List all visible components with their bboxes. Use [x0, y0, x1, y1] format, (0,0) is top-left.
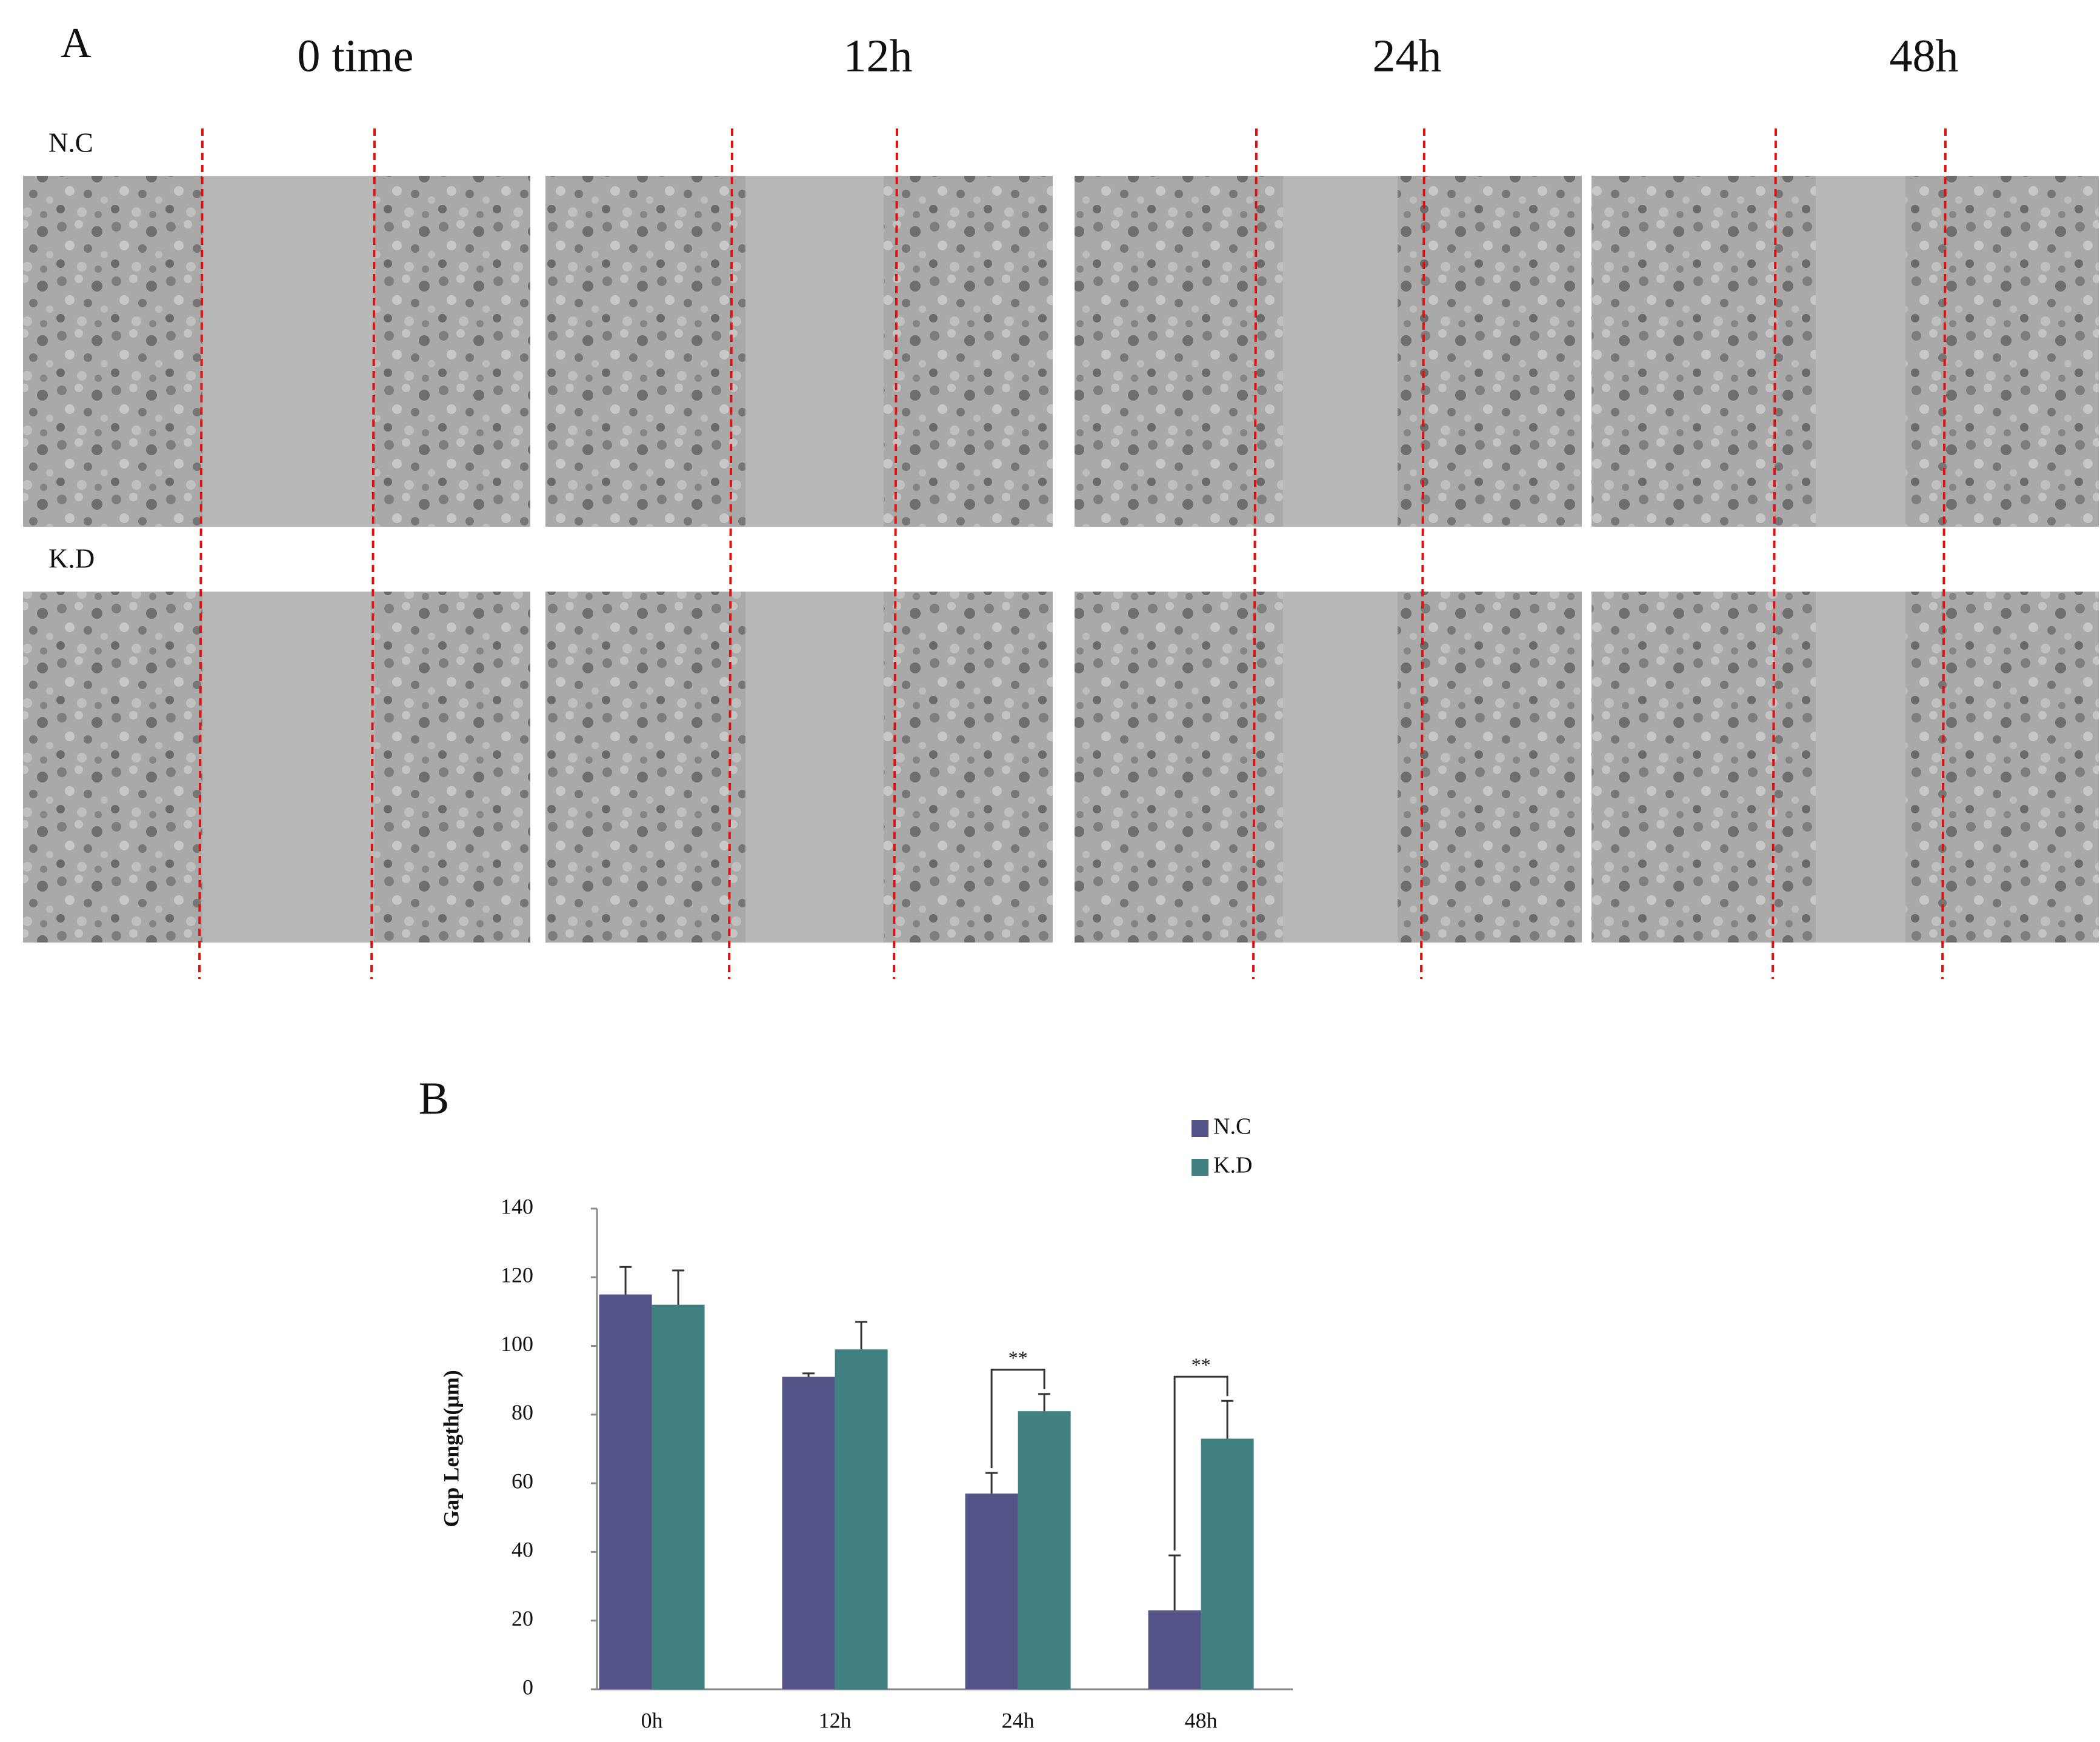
y-tick-label: 100	[501, 1332, 533, 1356]
scratch-line	[1252, 128, 1258, 979]
bar	[1018, 1411, 1071, 1689]
gap-region	[1816, 176, 1905, 527]
x-tick-label: 12h	[819, 1708, 852, 1732]
row-label: N.C	[48, 127, 93, 158]
panel-a: A 0 time 12h 24h 48h N.C K.D	[23, 20, 2099, 979]
bar	[1201, 1438, 1254, 1689]
y-tick-label: 20	[512, 1606, 533, 1630]
gap-region	[202, 176, 375, 527]
gap-region	[1283, 592, 1398, 943]
scratch-line	[1772, 128, 1777, 979]
panel-label: A	[61, 20, 92, 67]
significance-bracket	[1173, 1375, 1228, 1551]
scratch-line	[1420, 128, 1425, 979]
y-axis-label: Gap Length(μm)	[439, 1370, 463, 1527]
error-bar	[1221, 1400, 1234, 1439]
column-header: 12h	[844, 30, 913, 81]
error-bar	[672, 1269, 685, 1305]
gap-region	[1816, 592, 1905, 943]
gap-region	[202, 592, 375, 943]
x-tick-label: 48h	[1185, 1708, 1218, 1732]
y-tick-label: 0	[522, 1675, 533, 1699]
scratch-line	[370, 128, 376, 979]
legend-label: K.D	[1213, 1153, 1252, 1178]
bar	[652, 1304, 705, 1689]
bar	[1148, 1610, 1201, 1689]
y-tick-label: 120	[501, 1263, 533, 1287]
legend-label: N.C	[1213, 1114, 1251, 1140]
legend-swatch	[1192, 1120, 1208, 1137]
x-tick-label: 0h	[641, 1708, 663, 1732]
x-tick-label: 24h	[1002, 1708, 1035, 1732]
error-bar	[985, 1472, 998, 1494]
error-bar	[1168, 1554, 1181, 1610]
column-header: 0 time	[297, 30, 413, 81]
column-header: 24h	[1373, 30, 1442, 81]
y-tick-label: 40	[512, 1538, 533, 1562]
scratch-line	[728, 128, 733, 979]
y-tick-label: 60	[512, 1469, 533, 1493]
significance-bracket	[990, 1369, 1045, 1469]
error-bar	[1038, 1393, 1051, 1412]
gap-region	[1283, 176, 1398, 527]
scratch-line	[198, 128, 204, 979]
error-bar	[802, 1372, 815, 1377]
column-header: 48h	[1890, 30, 1959, 81]
legend-swatch	[1192, 1159, 1208, 1176]
bar	[965, 1493, 1018, 1689]
y-tick-label: 140	[501, 1194, 533, 1218]
bar	[835, 1349, 888, 1689]
significance-label: **	[1192, 1354, 1211, 1376]
scratch-line	[893, 128, 898, 979]
y-tick-label: 80	[512, 1400, 533, 1424]
bar	[599, 1294, 652, 1689]
error-bar	[619, 1266, 632, 1295]
significance-label: **	[1008, 1347, 1028, 1369]
gap-region	[745, 592, 884, 943]
bar	[782, 1377, 835, 1689]
panel-b: B Gap Length(μm) 0 20 40 60 80 100 120 140 0h 12h…	[419, 1073, 1293, 1732]
panel-label: B	[419, 1073, 450, 1124]
error-bar	[855, 1321, 868, 1350]
scratch-line	[1941, 128, 1947, 979]
gap-region	[745, 176, 884, 527]
row-label: K.D	[48, 543, 95, 573]
